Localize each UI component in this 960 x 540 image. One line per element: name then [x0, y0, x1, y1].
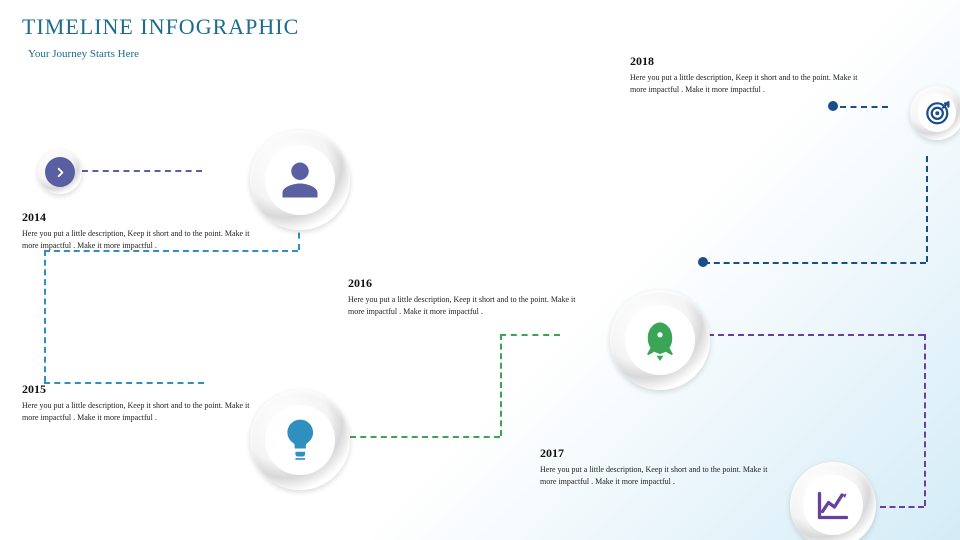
node-rocket — [610, 290, 710, 390]
year-2015: 2015 — [22, 382, 46, 397]
connector-12 — [926, 156, 928, 262]
chart-icon — [815, 489, 851, 522]
node-rocket-inner — [625, 305, 695, 375]
connector-11 — [704, 262, 926, 264]
connector-13 — [840, 106, 888, 108]
connector-5 — [350, 436, 500, 438]
connector-0 — [82, 170, 202, 172]
page-title: TIMELINE INFOGRAPHIC — [22, 14, 299, 40]
rocket-icon — [639, 319, 681, 361]
node-bulb — [250, 390, 350, 490]
node-bulb-inner — [265, 405, 335, 475]
connector-6 — [500, 334, 502, 436]
node-target-inner — [918, 94, 956, 132]
year-2018: 2018 — [630, 54, 654, 69]
node-user-inner — [265, 145, 335, 215]
desc-2016: Here you put a little description, Keep … — [348, 294, 578, 318]
connector-3 — [44, 250, 46, 382]
user-icon — [279, 159, 321, 201]
node-chart — [790, 462, 876, 540]
page-subtitle: Your Journey Starts Here — [28, 48, 139, 60]
year-2017: 2017 — [540, 446, 564, 461]
connector-7 — [500, 334, 560, 336]
target-icon — [924, 100, 951, 127]
node-target — [910, 86, 960, 140]
connector-dot-0 — [698, 257, 708, 267]
connector-10 — [880, 506, 924, 508]
bulb-icon — [281, 416, 320, 465]
connector-9 — [924, 334, 926, 506]
connector-8 — [708, 334, 924, 336]
desc-2017: Here you put a little description, Keep … — [540, 464, 770, 488]
chevron-icon — [53, 165, 68, 180]
year-2014: 2014 — [22, 210, 46, 225]
node-user — [250, 130, 350, 230]
desc-2015: Here you put a little description, Keep … — [22, 400, 252, 424]
node-start-inner — [45, 157, 75, 187]
connector-dot-1 — [828, 101, 838, 111]
year-2016: 2016 — [348, 276, 372, 291]
connector-4 — [44, 382, 204, 384]
desc-2018: Here you put a little description, Keep … — [630, 72, 860, 96]
node-chart-inner — [803, 475, 863, 535]
node-start — [38, 150, 82, 194]
desc-2014: Here you put a little description, Keep … — [22, 228, 252, 252]
